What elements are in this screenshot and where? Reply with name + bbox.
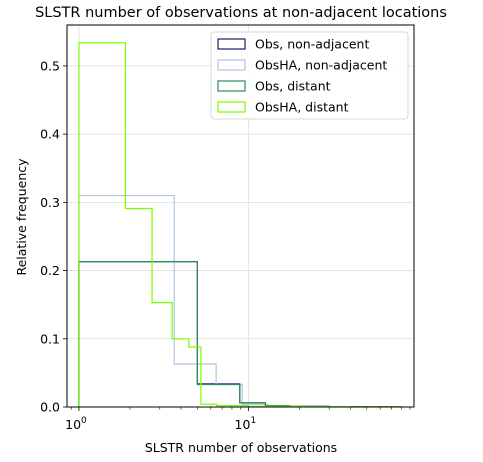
legend-label: Obs, non-adjacent: [255, 37, 369, 52]
y-tick-label: 0.2: [40, 263, 60, 278]
chart-title: SLSTR number of observations at non-adja…: [35, 5, 447, 21]
y-tick-label: 0.1: [40, 331, 60, 346]
legend-box: [210, 31, 409, 120]
legend-swatch: [217, 59, 246, 71]
x-tick-label: 101: [235, 416, 257, 432]
x-axis-label: SLSTR number of observations: [145, 440, 337, 455]
legend: Obs, non-adjacent ObsHA, non-adjacent Obs,…: [210, 31, 409, 120]
y-tick-label: 0.0: [40, 400, 60, 415]
legend-swatch: [217, 101, 246, 113]
y-tick-label: 0.5: [40, 58, 60, 73]
legend-label: ObsHA, distant: [255, 100, 349, 115]
legend-label: ObsHA, non-adjacent: [255, 58, 387, 73]
y-tick-label: 0.4: [40, 127, 60, 142]
series-step-line: [78, 194, 402, 408]
legend-label: Obs, distant: [255, 79, 331, 94]
y-axis-label: Relative frequency: [14, 158, 29, 276]
legend-swatch: [217, 38, 246, 50]
x-tick-label: 100: [65, 416, 87, 432]
y-tick-label: 0.3: [40, 195, 60, 210]
legend-swatch: [217, 80, 246, 92]
series-step-line: [78, 261, 402, 408]
ticks: 0.0 0.1 0.2 0.3 0.4 0.5 100 101: [40, 58, 411, 432]
